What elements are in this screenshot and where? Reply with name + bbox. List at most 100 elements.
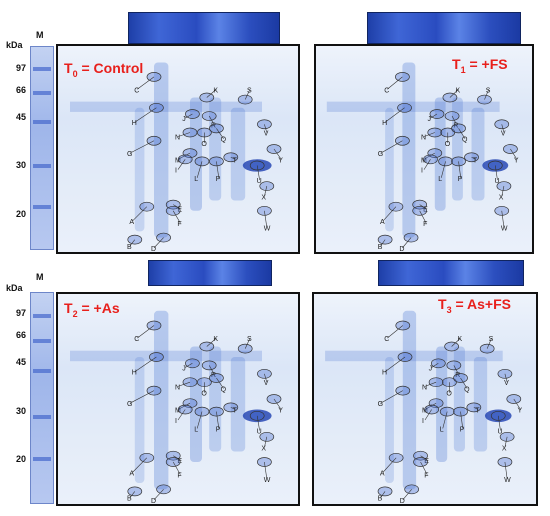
spot-leader bbox=[264, 461, 268, 479]
spot-leader bbox=[504, 373, 508, 383]
spot-circle bbox=[428, 377, 444, 388]
spot-leader bbox=[384, 107, 405, 123]
spot-label: H bbox=[132, 120, 137, 127]
spot-leader bbox=[230, 407, 236, 410]
spot-label: U bbox=[257, 429, 262, 436]
spot-label: K bbox=[458, 336, 463, 343]
spot-label: V bbox=[264, 131, 269, 138]
spot-label: H bbox=[132, 370, 137, 377]
marker-band bbox=[33, 91, 51, 96]
spot-leader bbox=[206, 337, 217, 347]
tick-label: 30 bbox=[15, 160, 26, 170]
spot-label: W bbox=[264, 477, 271, 484]
spot-circle bbox=[477, 94, 492, 105]
spot-leader bbox=[380, 491, 386, 498]
spot-circle bbox=[249, 410, 265, 421]
spot-label: M bbox=[175, 157, 181, 164]
marker-band bbox=[33, 314, 51, 318]
spot-label: A bbox=[129, 471, 134, 478]
spot-leader bbox=[402, 237, 412, 249]
spot-label: B bbox=[378, 244, 383, 251]
spot-label: B bbox=[378, 496, 383, 503]
spot-label: C bbox=[384, 336, 389, 343]
marker-band bbox=[33, 368, 51, 373]
spot-leader bbox=[177, 152, 191, 160]
spot-label: F bbox=[177, 473, 181, 480]
spot-label: I bbox=[175, 168, 177, 175]
spot-leader bbox=[216, 411, 220, 429]
spot-label: H bbox=[382, 120, 387, 127]
spot-leader bbox=[153, 237, 164, 249]
spot-leader bbox=[134, 356, 157, 372]
tick-label: 45 bbox=[15, 112, 26, 122]
spot-leader bbox=[458, 161, 462, 178]
spot-leader bbox=[449, 89, 459, 98]
spot-label: X bbox=[499, 194, 504, 201]
spot-leader bbox=[244, 337, 251, 349]
spot-leader bbox=[501, 210, 505, 228]
protein-streak bbox=[402, 62, 416, 238]
panel-title: T1 = +FS bbox=[452, 56, 508, 75]
spot-label: I bbox=[422, 418, 424, 425]
spot-label: O bbox=[445, 141, 451, 148]
spot-circle bbox=[446, 360, 462, 371]
spot-label: Q bbox=[462, 137, 468, 144]
spot-label: S bbox=[486, 87, 491, 94]
spot-label: K bbox=[213, 87, 218, 94]
spot-circle bbox=[377, 486, 393, 497]
marker-label: M bbox=[36, 30, 44, 40]
spot-circle bbox=[497, 368, 513, 379]
spot-leader bbox=[208, 365, 215, 374]
spot-leader bbox=[458, 128, 466, 139]
protein-streak bbox=[434, 97, 446, 211]
spot-leader bbox=[129, 140, 155, 154]
spot-circle bbox=[201, 360, 217, 371]
spot-label: W bbox=[264, 225, 271, 232]
dense-spot bbox=[484, 409, 512, 423]
spot-label: B bbox=[127, 496, 132, 503]
spot-circle bbox=[182, 127, 198, 138]
marker-band bbox=[33, 204, 51, 209]
protein-streak bbox=[230, 357, 246, 452]
tick-label: 20 bbox=[15, 454, 26, 464]
spot-label: L bbox=[440, 426, 444, 433]
spot-label: D bbox=[151, 246, 156, 252]
ief-strip bbox=[128, 12, 280, 44]
spot-label: Y bbox=[517, 408, 522, 415]
spot-leader bbox=[177, 381, 191, 387]
spot-leader bbox=[177, 409, 186, 421]
spot-leader bbox=[380, 239, 386, 246]
spot-leader bbox=[273, 148, 282, 160]
spot-label: F bbox=[423, 221, 427, 228]
spot-label: H bbox=[382, 370, 387, 377]
spot-label: O bbox=[201, 141, 207, 148]
spot-leader bbox=[420, 461, 428, 475]
spot-circle bbox=[156, 232, 171, 243]
spot-label: M bbox=[175, 408, 181, 415]
spot-leader bbox=[129, 491, 136, 498]
spot-label: A bbox=[380, 219, 385, 226]
spot-circle bbox=[237, 343, 253, 354]
spot-leader bbox=[208, 115, 215, 125]
spot-circle bbox=[490, 410, 506, 421]
spot-circle bbox=[403, 232, 419, 243]
spot-label: Q bbox=[221, 137, 227, 144]
tick-label: 97 bbox=[15, 308, 26, 318]
spot-leader bbox=[460, 377, 468, 389]
panel-title: T0 = Control bbox=[64, 60, 144, 79]
spot-label: J bbox=[182, 366, 186, 373]
spot-leader bbox=[510, 148, 518, 160]
spot-leader bbox=[137, 76, 155, 90]
spot-leader bbox=[380, 390, 403, 404]
spot-leader bbox=[137, 325, 155, 339]
spot-label: C bbox=[134, 336, 139, 343]
spot-label: I bbox=[421, 168, 423, 175]
spot-label: F bbox=[424, 473, 428, 480]
protein-streak bbox=[154, 310, 169, 490]
spot-leader bbox=[216, 128, 224, 139]
spot-label: L bbox=[194, 176, 198, 183]
spot-leader bbox=[471, 156, 476, 160]
spot-label: P bbox=[216, 176, 221, 183]
